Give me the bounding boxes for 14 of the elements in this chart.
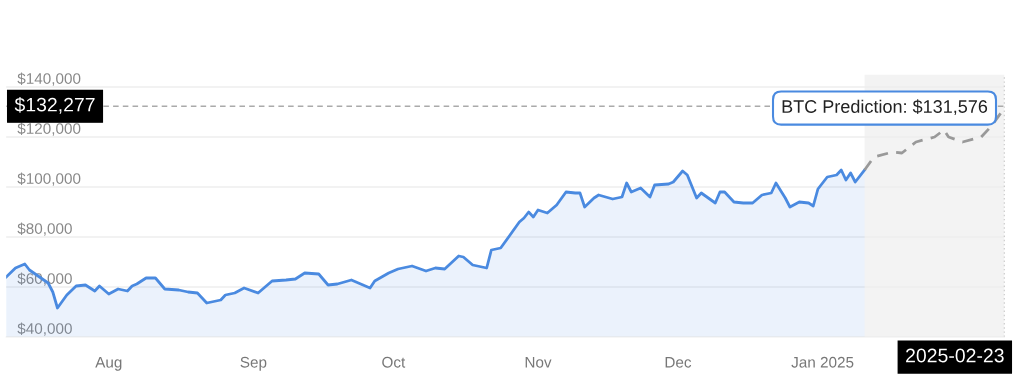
y-tick-label: $100,000 [17,172,81,186]
y-tick-label: $120,000 [17,122,81,136]
x-tick-label: Oct [382,356,406,368]
ref-line-label: $132,277 [14,96,95,114]
x-tick-label: Sep [240,356,267,371]
annotation: BTC Prediction: $131,576 [782,99,988,116]
x-tick-label: Dec [665,357,692,368]
y-tick-label: $140,000 [17,72,81,86]
x-tick-label: Aug [95,357,122,371]
x-tick-label: Nov [525,357,552,368]
x-tick-label: Jan 2025 [791,356,854,368]
y-tick-label: $40,000 [17,322,72,336]
y-tick-label: $80,000 [17,222,72,236]
ref-line-label: 2025-02-23 [906,348,1004,363]
